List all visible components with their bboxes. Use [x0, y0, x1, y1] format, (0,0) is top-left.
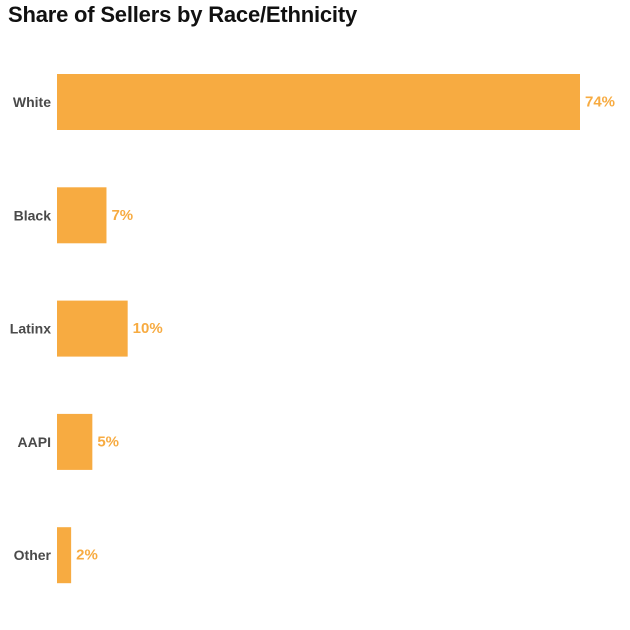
bar-latinx: [57, 300, 128, 357]
value-label-latinx: 10%: [133, 320, 163, 337]
bar-other: [57, 527, 72, 584]
value-label-aapi: 5%: [97, 433, 119, 450]
category-label-white: White: [13, 94, 51, 110]
category-label-aapi: AAPI: [18, 434, 51, 450]
category-label-latinx: Latinx: [10, 321, 51, 337]
bar-aapi: [57, 413, 93, 470]
bar-white: [57, 74, 580, 130]
value-label-white: 74%: [585, 94, 615, 111]
bar-black: [57, 187, 107, 244]
value-label-black: 7%: [111, 207, 133, 224]
category-label-black: Black: [14, 207, 52, 223]
value-label-other: 2%: [76, 547, 98, 564]
chart-title: Share of Sellers by Race/Ethnicity: [8, 2, 358, 27]
category-label-other: Other: [14, 547, 52, 563]
